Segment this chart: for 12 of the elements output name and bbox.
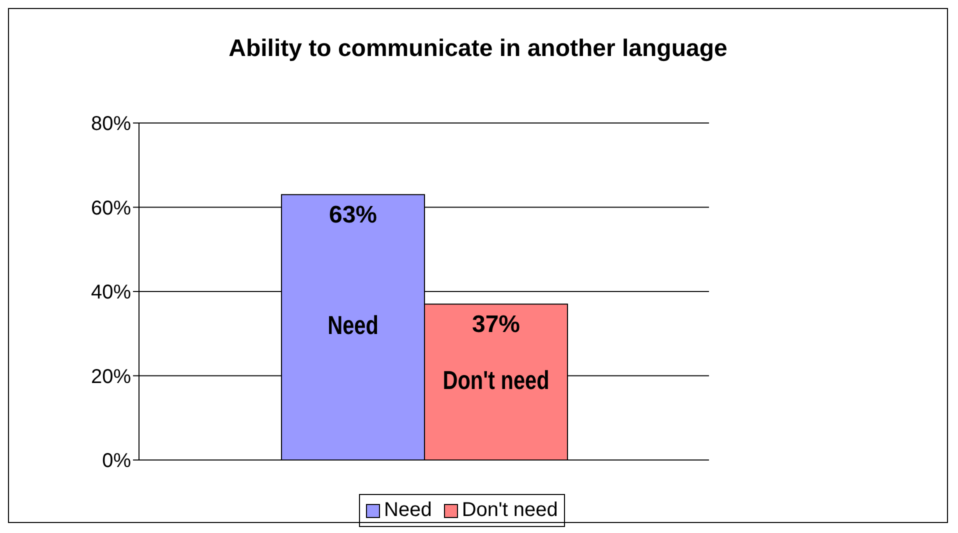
y-tick-label: 0% [102, 450, 132, 472]
y-tick-label: 40% [90, 282, 132, 304]
data-label: 37% [472, 311, 520, 338]
text: Need [328, 310, 378, 340]
y-tick-label: 20% [90, 366, 132, 388]
data-label: 63% [328, 202, 378, 229]
chart-title: Ability to communicate in another language [228, 34, 728, 63]
legend-label: Need [384, 499, 432, 522]
text: Don't need [442, 366, 550, 394]
y-tick-label: 80% [90, 113, 132, 136]
y-tick-label: 60% [90, 197, 132, 220]
legend-label: Don't need [462, 499, 558, 522]
